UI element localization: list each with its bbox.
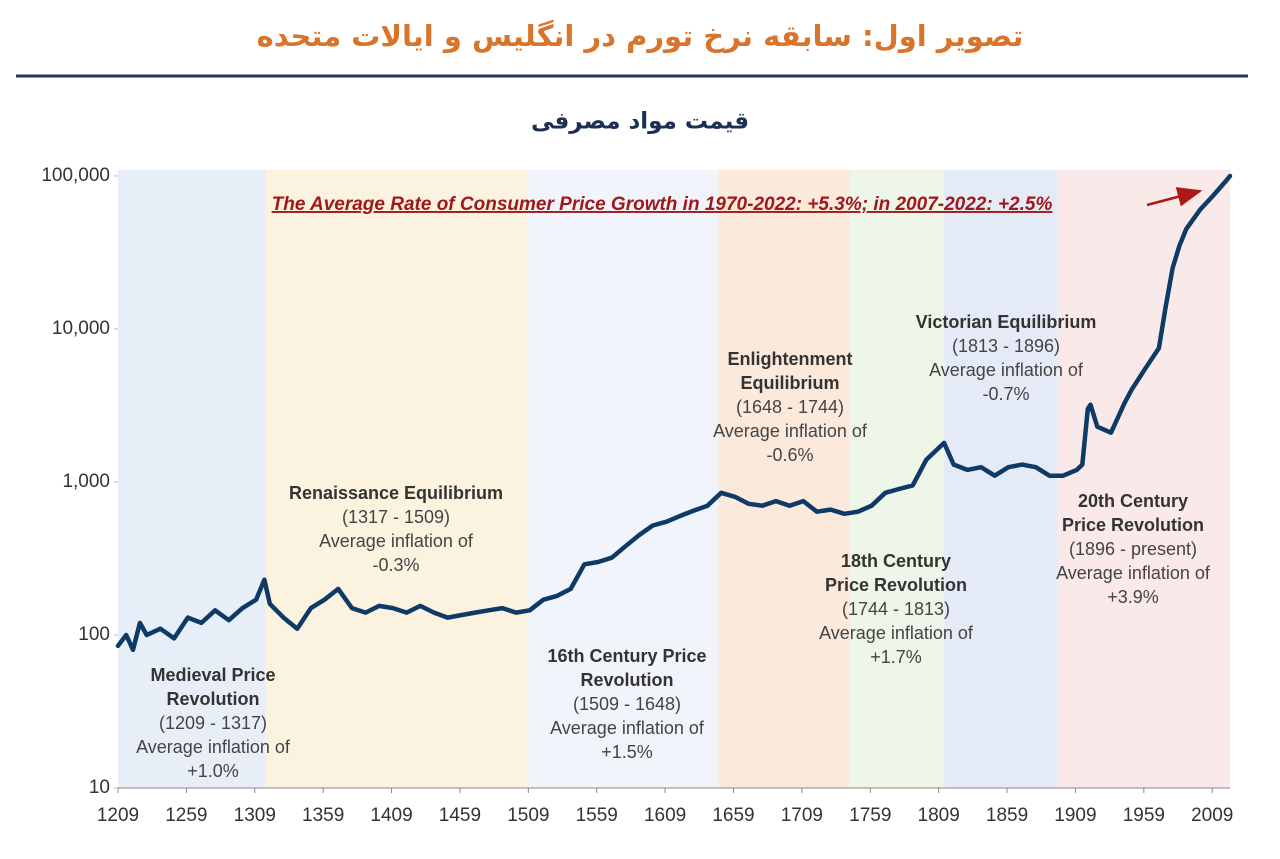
x-tick-label: 1759	[849, 805, 891, 826]
annotation: The Average Rate of Consumer Price Growt…	[272, 194, 1053, 215]
era-band	[118, 170, 266, 788]
era-inflation: Average inflation of	[929, 360, 1084, 380]
era-inflation: -0.7%	[982, 384, 1029, 404]
x-tick-label: 2009	[1191, 805, 1233, 826]
era-inflation: +1.0%	[187, 761, 239, 781]
era-period: (1744 - 1813)	[842, 599, 950, 619]
y-tick-label: 10,000	[52, 318, 110, 339]
x-tick-label: 1909	[1054, 805, 1096, 826]
era-period: (1509 - 1648)	[573, 694, 681, 714]
era-band	[944, 170, 1058, 788]
y-tick-label: 100,000	[41, 165, 110, 186]
era-band	[718, 170, 850, 788]
x-tick-label: 1559	[576, 805, 618, 826]
era-band	[265, 170, 529, 788]
era-name: Renaissance Equilibrium	[289, 483, 503, 503]
era-band	[528, 170, 719, 788]
era-inflation: Average inflation of	[136, 737, 291, 757]
x-tick-label: 1609	[644, 805, 686, 826]
era-name: 20th Century	[1078, 491, 1188, 511]
era-period: (1317 - 1509)	[342, 507, 450, 527]
era-name: Medieval Price	[150, 665, 275, 685]
y-tick-label: 1,000	[62, 471, 110, 492]
era-inflation: Average inflation of	[550, 718, 705, 738]
x-tick-label: 1859	[986, 805, 1028, 826]
x-tick-label: 1809	[918, 805, 960, 826]
era-bands	[118, 170, 1230, 788]
era-band	[849, 170, 945, 788]
era-inflation: +1.5%	[601, 742, 653, 762]
x-tick-label: 1359	[302, 805, 344, 826]
era-inflation: Average inflation of	[819, 623, 974, 643]
era-inflation: Average inflation of	[713, 421, 868, 441]
x-tick-label: 1209	[97, 805, 139, 826]
x-tick-label: 1509	[507, 805, 549, 826]
y-tick-label: 100	[78, 624, 110, 645]
era-name: Enlightenment	[728, 349, 853, 369]
era-inflation: +1.7%	[870, 647, 922, 667]
era-inflation: -0.3%	[372, 555, 419, 575]
x-tick-label: 1959	[1123, 805, 1165, 826]
chart-subtitle: قیمت مواد مصرفی	[531, 109, 749, 135]
era-period: (1813 - 1896)	[952, 336, 1060, 356]
era-name: 16th Century Price	[547, 646, 706, 666]
era-inflation: +3.9%	[1107, 587, 1159, 607]
era-period: (1209 - 1317)	[159, 713, 267, 733]
era-band	[1057, 170, 1230, 788]
era-name: Price Revolution	[825, 575, 967, 595]
era-name: Revolution	[581, 670, 674, 690]
era-inflation: -0.6%	[766, 445, 813, 465]
x-tick-label: 1459	[439, 805, 481, 826]
era-inflation: Average inflation of	[1056, 563, 1211, 583]
x-tick-label: 1309	[234, 805, 276, 826]
era-name: Revolution	[167, 689, 260, 709]
x-tick-label: 1409	[370, 805, 412, 826]
era-period: (1648 - 1744)	[736, 397, 844, 417]
x-tick-label: 1259	[165, 805, 207, 826]
chart-title: تصویر اول: سابقه نرخ تورم در انگلیس و ای…	[257, 19, 1024, 53]
annotation-arrow	[1146, 187, 1203, 207]
x-tick-label: 1709	[781, 805, 823, 826]
era-name: Equilibrium	[741, 373, 840, 393]
era-name: Price Revolution	[1062, 515, 1204, 535]
era-inflation: Average inflation of	[319, 531, 474, 551]
era-name: 18th Century	[841, 551, 951, 571]
y-tick-label: 10	[89, 777, 110, 798]
price-line	[115, 173, 1233, 653]
x-tick-label: 1659	[712, 805, 754, 826]
era-name: Victorian Equilibrium	[916, 312, 1097, 332]
era-period: (1896 - present)	[1069, 539, 1197, 559]
